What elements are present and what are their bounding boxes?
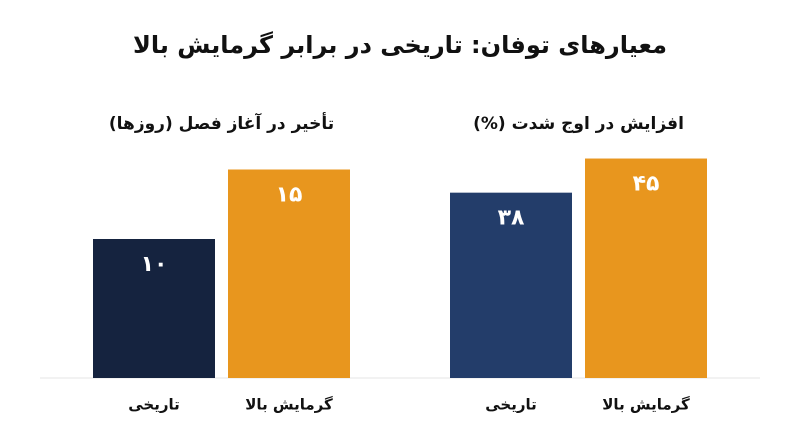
value-label: ۴۵ bbox=[633, 172, 660, 197]
x-tick-label: گرمایش بالا bbox=[245, 396, 333, 414]
chart-title: معیارهای توفان: تاریخی در برابر گرمایش ب… bbox=[133, 31, 667, 59]
bar bbox=[450, 192, 572, 378]
x-tick-label: گرمایش بالا bbox=[602, 396, 690, 414]
panel-title: تأخیر در آغاز فصل (روزها) bbox=[109, 112, 334, 134]
panel-title: افزایش در اوج شدت (%) bbox=[473, 114, 684, 134]
value-label: ۱۰ bbox=[141, 252, 168, 277]
x-tick-label: تاریخی bbox=[485, 396, 537, 414]
x-tick-label: تاریخی bbox=[128, 396, 180, 414]
bar bbox=[93, 239, 215, 378]
value-label: ۱۵ bbox=[276, 183, 303, 208]
bar bbox=[228, 169, 350, 378]
value-label: ۳۸ bbox=[498, 206, 525, 231]
bar bbox=[585, 158, 707, 378]
